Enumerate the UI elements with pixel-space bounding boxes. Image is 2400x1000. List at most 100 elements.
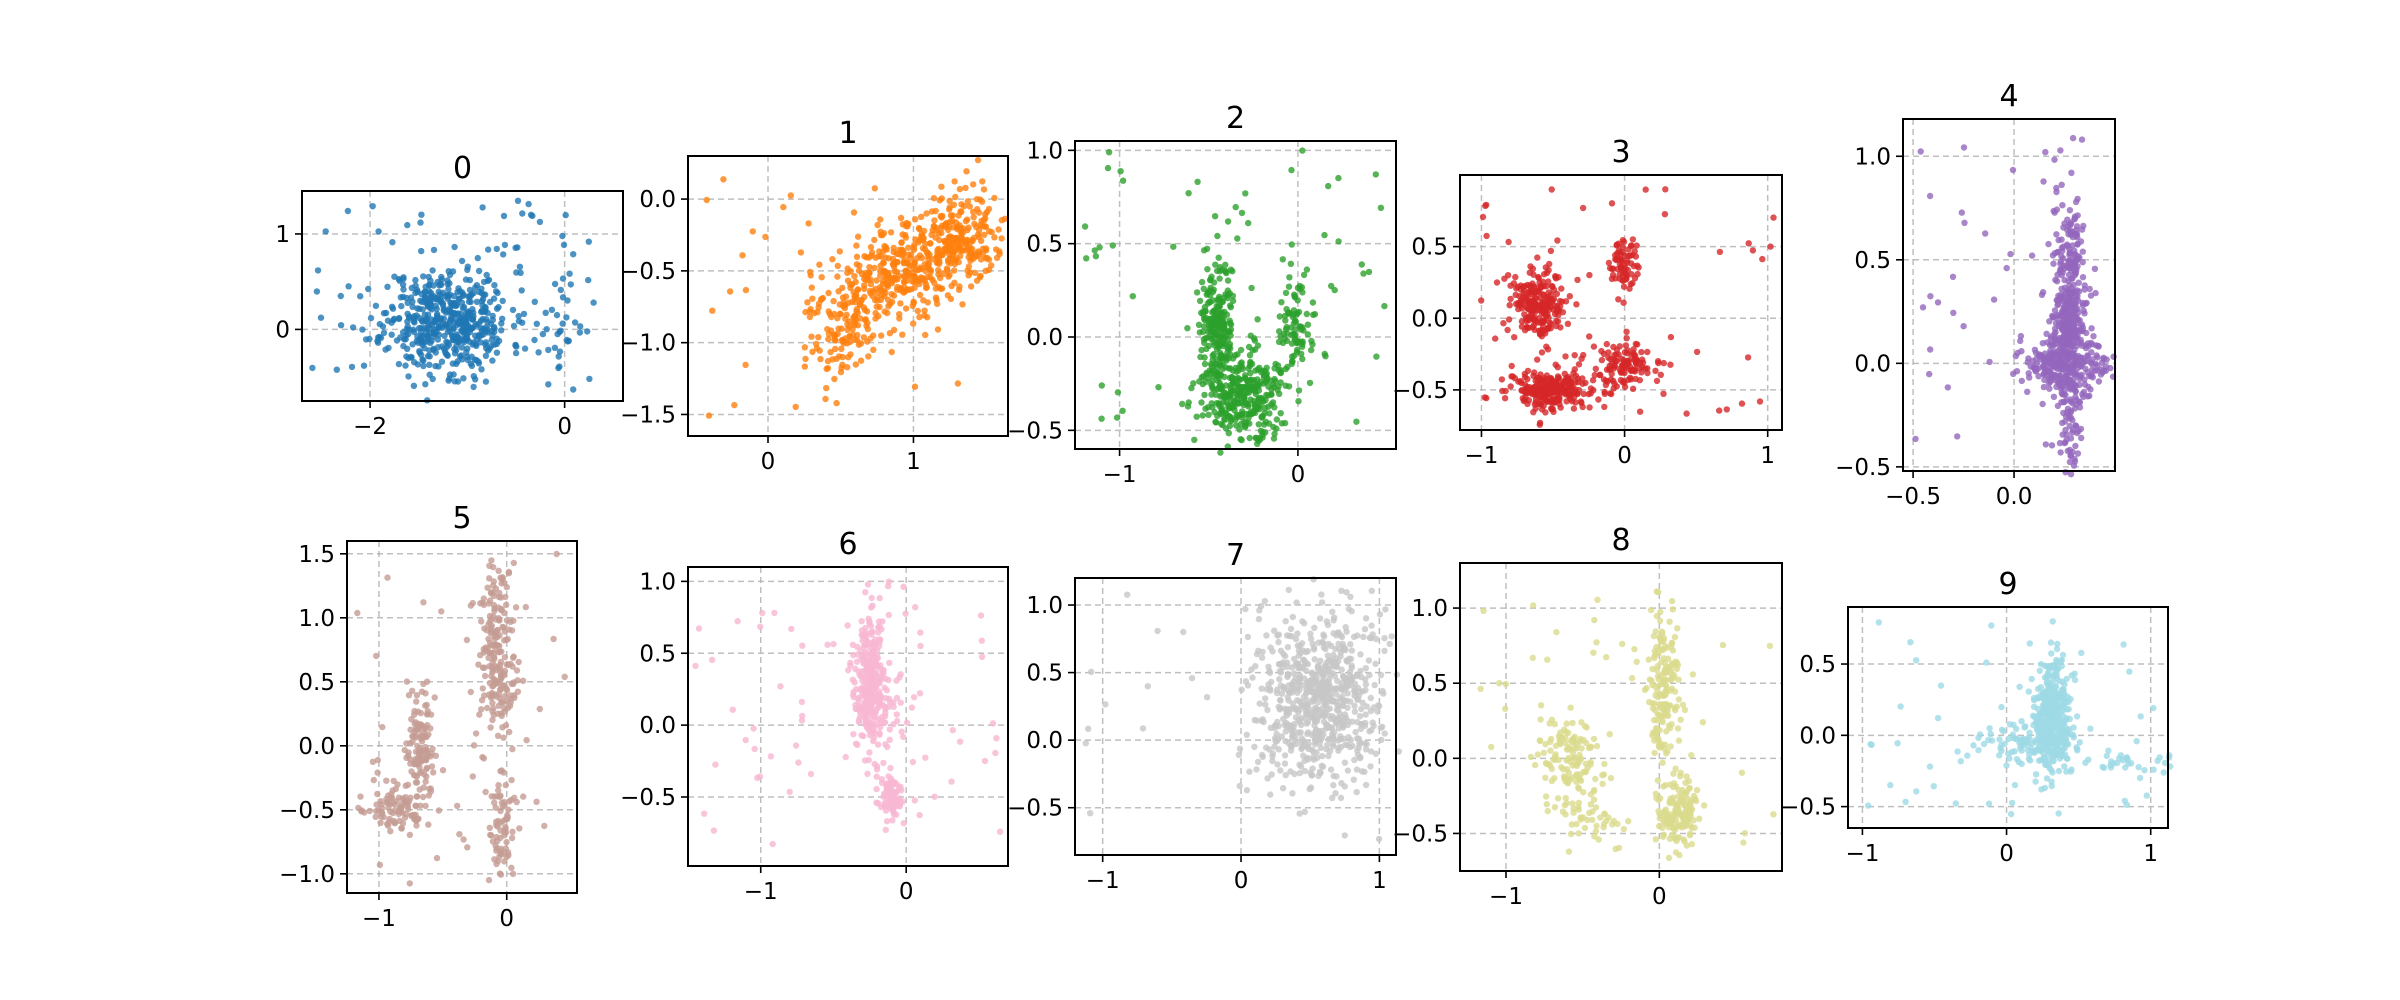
- data-point: [403, 353, 410, 360]
- data-point: [447, 317, 454, 324]
- data-point: [404, 781, 412, 788]
- data-point: [795, 759, 802, 766]
- data-point: [2078, 136, 2086, 143]
- data-point: [930, 222, 937, 230]
- data-point: [1200, 323, 1208, 330]
- data-point: [917, 642, 924, 650]
- data-point: [478, 366, 485, 373]
- data-point: [1253, 766, 1260, 773]
- data-point: [854, 233, 862, 240]
- data-point: [2048, 442, 2056, 449]
- data-point: [1619, 378, 1626, 386]
- data-point: [1505, 238, 1512, 246]
- data-point: [1255, 421, 1263, 428]
- data-point: [1321, 350, 1328, 358]
- data-point: [398, 824, 405, 832]
- data-point: [1242, 190, 1249, 197]
- data-point: [466, 310, 474, 317]
- data-point: [972, 269, 979, 276]
- data-point: [410, 382, 418, 389]
- data-point: [2081, 310, 2088, 317]
- data-point: [1290, 670, 1298, 677]
- data-point: [357, 293, 364, 300]
- data-point: [1622, 342, 1630, 349]
- data-point: [934, 326, 942, 333]
- data-point: [1508, 362, 1515, 370]
- data-point: [1478, 297, 1485, 304]
- data-point: [816, 261, 823, 268]
- data-point: [1276, 313, 1284, 320]
- data-point: [901, 256, 908, 264]
- data-point: [1352, 728, 1359, 736]
- data-point: [1109, 242, 1117, 249]
- data-point: [1509, 373, 1516, 380]
- data-point: [870, 332, 877, 339]
- data-point: [564, 297, 571, 304]
- data-point: [2071, 269, 2079, 276]
- data-point: [1530, 409, 1537, 416]
- data-point: [508, 864, 515, 871]
- data-point: [430, 282, 437, 289]
- data-point: [559, 294, 567, 301]
- data-point: [831, 332, 839, 339]
- data-point: [849, 331, 856, 338]
- data-point: [1335, 238, 1342, 245]
- data-point: [418, 211, 425, 218]
- data-point: [1377, 204, 1385, 211]
- data-point: [2038, 291, 2046, 298]
- data-point: [425, 821, 432, 828]
- data-point: [1285, 283, 1293, 290]
- data-point: [1376, 702, 1383, 710]
- data-point: [1204, 334, 1212, 341]
- data-point: [897, 671, 904, 678]
- data-point: [449, 360, 456, 367]
- data-point: [1170, 243, 1177, 250]
- data-point: [1083, 255, 1090, 262]
- data-point: [2068, 169, 2075, 176]
- data-point: [1196, 378, 1203, 385]
- data-point: [885, 611, 892, 619]
- data-point: [1296, 761, 1303, 768]
- data-point: [846, 323, 853, 330]
- data-point: [877, 701, 884, 708]
- data-point: [539, 330, 547, 338]
- data-point: [886, 726, 893, 733]
- data-point: [584, 328, 591, 335]
- data-point: [1273, 416, 1281, 423]
- data-point: [979, 178, 986, 185]
- data-point: [473, 282, 481, 289]
- data-point: [2010, 370, 2017, 377]
- y-tick-label: 0.5: [1411, 235, 1448, 261]
- data-point: [1360, 270, 1367, 277]
- data-point: [2051, 348, 2059, 355]
- data-point: [2045, 240, 2052, 248]
- data-point: [409, 341, 416, 348]
- data-point: [885, 269, 892, 277]
- data-point: [433, 854, 441, 862]
- data-point: [995, 226, 1002, 233]
- data-point: [815, 334, 822, 341]
- data-point: [1218, 266, 1226, 273]
- data-point: [533, 798, 540, 805]
- data-point: [1281, 752, 1289, 759]
- data-point: [429, 745, 436, 753]
- data-point: [2018, 348, 2025, 355]
- data-point: [1225, 430, 1233, 437]
- data-point: [1316, 615, 1324, 622]
- x-tick-label: 0: [761, 449, 776, 475]
- subplot-title: 5: [452, 501, 471, 536]
- data-point: [1226, 422, 1234, 430]
- data-point: [729, 706, 736, 713]
- data-point: [1193, 413, 1200, 420]
- data-point: [1990, 296, 1998, 303]
- data-point: [1092, 253, 1100, 260]
- data-point: [390, 777, 397, 785]
- data-point: [442, 309, 450, 316]
- data-point: [2061, 284, 2069, 291]
- data-point: [2087, 292, 2095, 299]
- data-point: [1232, 203, 1239, 211]
- data-point: [1579, 204, 1587, 212]
- data-point: [1511, 334, 1518, 341]
- data-point: [862, 711, 869, 718]
- subplot-1: 0 10.0−0.5−1.0−1.51: [620, 116, 1009, 475]
